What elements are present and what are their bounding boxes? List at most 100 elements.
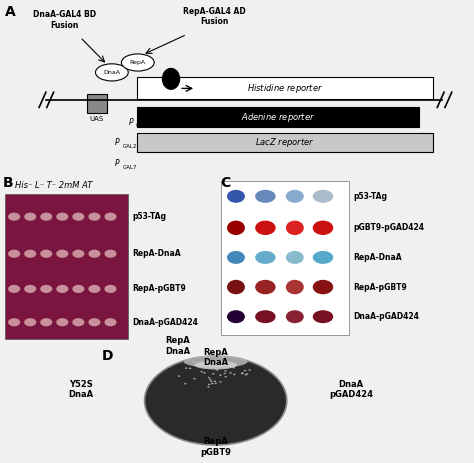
Ellipse shape (313, 310, 333, 323)
Ellipse shape (233, 367, 235, 369)
Ellipse shape (227, 190, 245, 203)
Ellipse shape (40, 250, 52, 258)
Ellipse shape (56, 250, 68, 258)
Ellipse shape (213, 360, 215, 361)
Text: RepA-pGBT9: RepA-pGBT9 (354, 282, 408, 292)
Text: Y52S
DnaA: Y52S DnaA (68, 380, 93, 399)
FancyBboxPatch shape (137, 132, 433, 152)
Ellipse shape (286, 190, 304, 203)
Ellipse shape (225, 376, 227, 377)
Ellipse shape (212, 373, 215, 375)
Ellipse shape (193, 361, 195, 363)
Ellipse shape (255, 280, 276, 294)
Ellipse shape (201, 364, 204, 365)
Ellipse shape (163, 69, 180, 89)
Ellipse shape (214, 381, 216, 382)
Ellipse shape (73, 250, 84, 258)
Text: RepA-GAL4 AD
Fusion: RepA-GAL4 AD Fusion (183, 6, 246, 26)
Ellipse shape (194, 361, 237, 369)
Ellipse shape (216, 361, 219, 363)
Ellipse shape (233, 374, 236, 375)
Ellipse shape (245, 374, 247, 375)
Ellipse shape (224, 370, 227, 372)
Ellipse shape (24, 285, 36, 293)
Ellipse shape (286, 220, 304, 235)
Ellipse shape (255, 310, 276, 323)
Text: $\it{Adenine\ reporter}$: $\it{Adenine\ reporter}$ (241, 111, 315, 124)
Text: RepA-pGBT9: RepA-pGBT9 (132, 284, 186, 294)
Ellipse shape (313, 220, 333, 235)
Text: C: C (220, 176, 231, 190)
Ellipse shape (255, 190, 276, 203)
Ellipse shape (40, 213, 52, 221)
Ellipse shape (24, 318, 36, 326)
Text: UAS: UAS (90, 116, 104, 122)
Ellipse shape (40, 318, 52, 326)
Ellipse shape (227, 251, 245, 264)
Text: $\it{P}$: $\it{P}$ (114, 136, 121, 147)
FancyBboxPatch shape (137, 107, 419, 127)
Ellipse shape (286, 310, 304, 323)
Text: D: D (102, 350, 113, 363)
Text: GAL2: GAL2 (122, 144, 137, 149)
Ellipse shape (104, 250, 117, 258)
Ellipse shape (88, 318, 100, 326)
Ellipse shape (56, 213, 68, 221)
Ellipse shape (208, 357, 210, 359)
Ellipse shape (227, 220, 245, 235)
Text: RepA
pGBT9: RepA pGBT9 (200, 437, 231, 457)
Ellipse shape (219, 375, 222, 376)
Text: B: B (3, 176, 13, 190)
Ellipse shape (203, 372, 206, 374)
Ellipse shape (216, 369, 219, 371)
Ellipse shape (248, 369, 251, 371)
Text: $\it{P}$: $\it{P}$ (128, 116, 134, 127)
Ellipse shape (221, 356, 224, 357)
Text: p53-TAg: p53-TAg (132, 212, 166, 221)
Text: DnaA
pGAD424: DnaA pGAD424 (329, 380, 373, 399)
Ellipse shape (88, 285, 100, 293)
Ellipse shape (201, 371, 203, 372)
Ellipse shape (88, 213, 100, 221)
Ellipse shape (121, 54, 154, 71)
Ellipse shape (207, 386, 210, 388)
Ellipse shape (8, 285, 20, 293)
Ellipse shape (8, 318, 20, 326)
Ellipse shape (286, 280, 304, 294)
Text: RepA-DnaA: RepA-DnaA (354, 253, 402, 262)
Ellipse shape (104, 213, 117, 221)
Ellipse shape (56, 318, 68, 326)
Ellipse shape (313, 280, 333, 294)
Ellipse shape (255, 220, 276, 235)
Ellipse shape (313, 190, 333, 203)
Text: GAL1: GAL1 (136, 124, 150, 128)
Text: DnaA: DnaA (103, 70, 120, 75)
Ellipse shape (223, 373, 226, 374)
Ellipse shape (286, 251, 304, 264)
Text: p53-TAg: p53-TAg (354, 192, 388, 201)
Ellipse shape (227, 310, 245, 323)
Ellipse shape (104, 285, 117, 293)
Ellipse shape (209, 379, 211, 380)
Ellipse shape (313, 251, 333, 264)
Text: RepA: RepA (130, 60, 146, 65)
FancyBboxPatch shape (5, 194, 128, 339)
Ellipse shape (73, 285, 84, 293)
Ellipse shape (24, 250, 36, 258)
Ellipse shape (95, 64, 128, 81)
Ellipse shape (73, 213, 84, 221)
Ellipse shape (241, 372, 244, 374)
Text: $\it{LacZ\ reporter}$: $\it{LacZ\ reporter}$ (255, 136, 315, 149)
Text: DnaA-pGAD424: DnaA-pGAD424 (354, 312, 419, 321)
Ellipse shape (184, 383, 187, 384)
Ellipse shape (189, 368, 191, 369)
Text: GAL7: GAL7 (122, 164, 137, 169)
Text: pGBT9-pGAD424: pGBT9-pGAD424 (354, 223, 425, 232)
Text: A: A (5, 5, 16, 19)
Ellipse shape (88, 250, 100, 258)
Text: RepA-DnaA: RepA-DnaA (132, 249, 181, 258)
Ellipse shape (185, 367, 188, 369)
Ellipse shape (24, 213, 36, 221)
FancyBboxPatch shape (87, 94, 107, 113)
Text: His⁻ L⁻ T⁻ 2mM AT: His⁻ L⁻ T⁻ 2mM AT (15, 181, 92, 190)
